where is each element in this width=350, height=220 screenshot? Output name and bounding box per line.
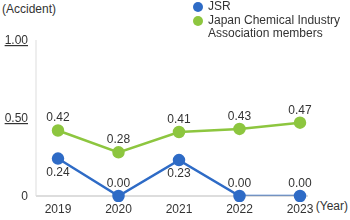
svg-text:0.23: 0.23	[167, 166, 191, 180]
html-text:Japan Chemical Industry Associ: Japan Chemical Industry Association memb…	[208, 13, 341, 40]
svg-text:2020: 2020	[105, 202, 132, 216]
svg-text:2023: 2023	[287, 202, 314, 216]
html-text:(Year): (Year)	[315, 199, 348, 213]
svg-text:0.24: 0.24	[46, 165, 70, 179]
svg-text:0.00: 0.00	[107, 176, 131, 190]
svg-text:0.00: 0.00	[228, 176, 252, 190]
svg-text:0.47: 0.47	[288, 103, 312, 117]
svg-text:0.43: 0.43	[228, 109, 252, 123]
svg-text:2019: 2019	[45, 202, 72, 216]
svg-text:0.28: 0.28	[107, 132, 131, 146]
svg-text:1.00: 1.00	[8, 33, 28, 47]
svg-text:2021: 2021	[166, 202, 193, 216]
html-text:(Accident): (Accident)	[2, 2, 56, 16]
svg-text:2022: 2022	[226, 202, 253, 216]
svg-text:0.42: 0.42	[46, 110, 70, 124]
svg-text:0: 0	[21, 189, 28, 203]
svg-text:0.00: 0.00	[288, 176, 312, 190]
html-text:JSR: JSR	[208, 0, 231, 13]
svg-text:0.41: 0.41	[167, 112, 191, 126]
svg-text:0.50: 0.50	[8, 111, 28, 125]
